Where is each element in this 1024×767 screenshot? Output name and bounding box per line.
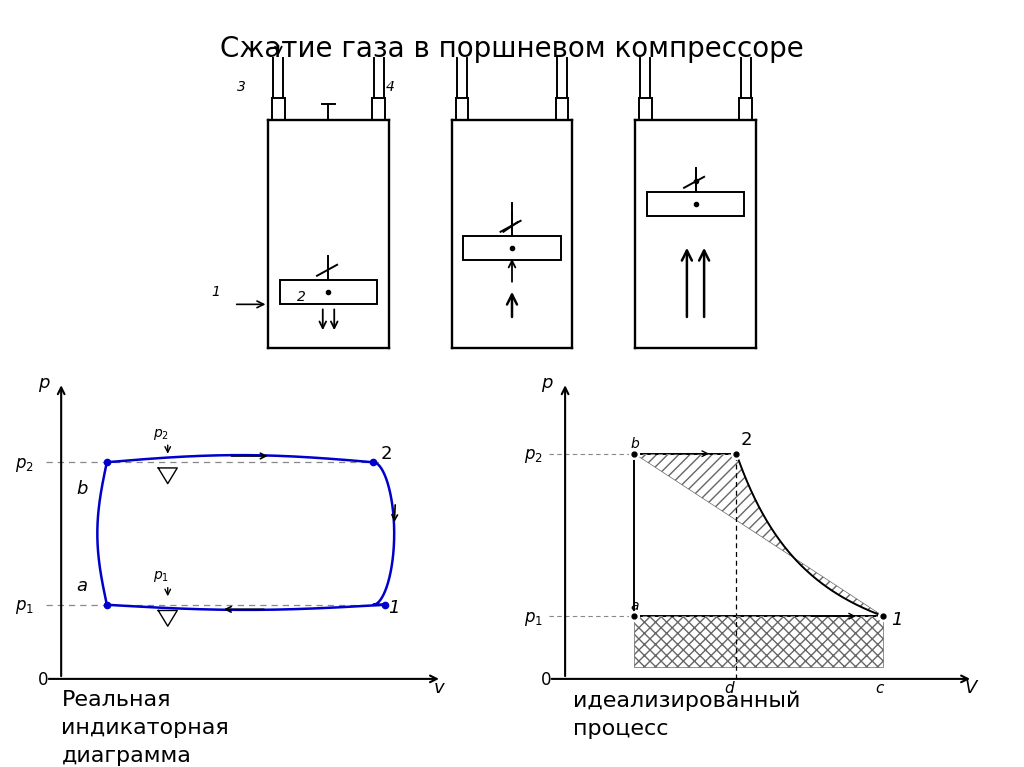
Text: Сжатие газа в поршневом компрессоре: Сжатие газа в поршневом компрессоре [220, 35, 804, 63]
Text: 0: 0 [38, 670, 49, 689]
Text: Реальная
индикаторная
диаграмма: Реальная индикаторная диаграмма [61, 690, 229, 766]
Text: 0: 0 [541, 670, 551, 689]
Text: a: a [631, 600, 639, 614]
Text: b: b [631, 437, 639, 451]
Text: 1: 1 [891, 611, 903, 629]
Text: 2: 2 [381, 446, 392, 463]
Text: V: V [965, 679, 977, 697]
Text: 1: 1 [388, 599, 400, 617]
Text: p: p [38, 374, 50, 392]
Text: p: p [541, 374, 552, 392]
Text: 2: 2 [740, 431, 752, 449]
Text: $p_1$: $p_1$ [15, 598, 35, 617]
Bar [463, 236, 561, 260]
Text: $p_2$: $p_2$ [524, 447, 543, 466]
Text: идеализированный
процесс: идеализированный процесс [573, 690, 801, 739]
Text: 4: 4 [386, 80, 394, 94]
Text: $p_2$: $p_2$ [153, 426, 169, 442]
Text: $p_1$: $p_1$ [524, 610, 544, 628]
Text: 3: 3 [237, 80, 246, 94]
Bar [280, 280, 377, 304]
Text: c: c [876, 681, 884, 696]
Text: b: b [77, 479, 88, 498]
Text: $p_2$: $p_2$ [15, 456, 35, 474]
Text: v: v [434, 679, 444, 697]
Text: d: d [724, 681, 734, 696]
Bar [647, 193, 744, 216]
Text: 1: 1 [211, 285, 220, 298]
Text: 2: 2 [297, 290, 306, 304]
Text: a: a [77, 577, 87, 594]
Text: $p_1$: $p_1$ [153, 569, 169, 584]
